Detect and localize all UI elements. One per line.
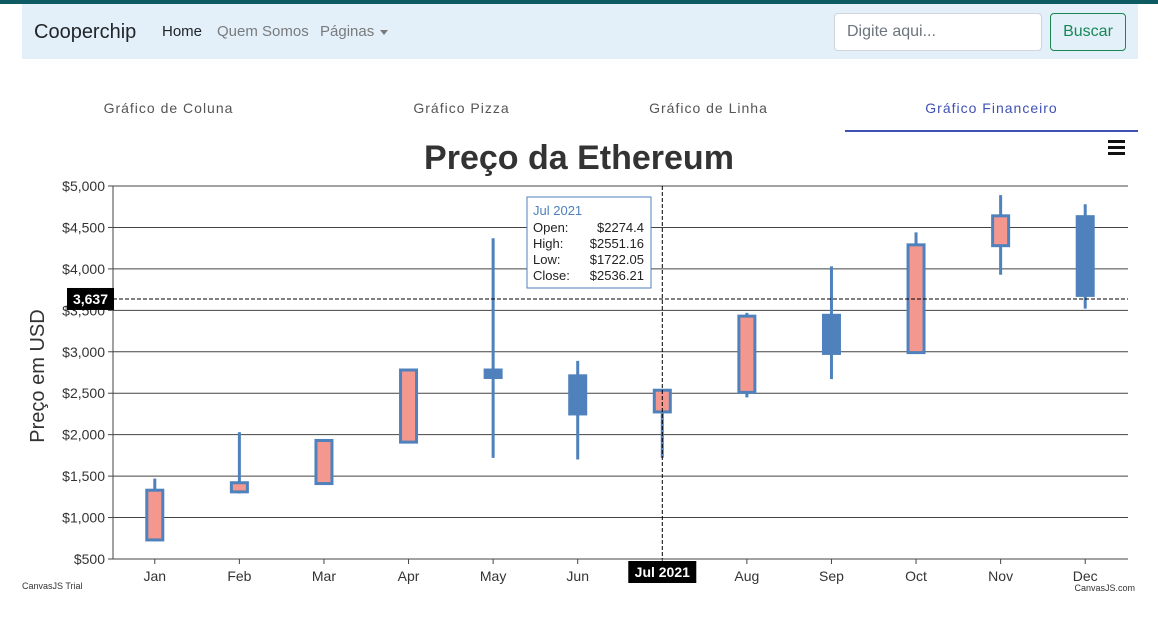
- crosshair-y-label-bg: [67, 287, 114, 310]
- financial-chart: Preço da Ethereum Preço em USD $500 $1,00…: [0, 133, 1158, 615]
- nav-link-quem-somos[interactable]: Quem Somos: [217, 23, 309, 40]
- crosshair-x-label: Jul 2021: [635, 564, 690, 580]
- tooltip-row-label: High:: [533, 236, 563, 251]
- tooltip-row-label: Low:: [533, 252, 560, 267]
- nav-link-paginas-dropdown[interactable]: Páginas: [320, 23, 389, 40]
- candle-body: [314, 438, 334, 486]
- x-tick-label: Sep: [819, 568, 844, 584]
- candle-body: [821, 313, 841, 355]
- credits-right[interactable]: CanvasJS.com: [1074, 583, 1135, 593]
- candle-dec: [1075, 204, 1095, 309]
- x-tick-label: Oct: [905, 568, 927, 584]
- tooltip-row-label: Close:: [533, 268, 570, 283]
- crosshair-x-label-bg: [628, 561, 697, 583]
- y-tick-label: $1,500: [62, 468, 105, 484]
- candle-body: [568, 374, 588, 416]
- y-tick-label: $500: [74, 551, 105, 567]
- navbar-brand[interactable]: Cooperchip: [34, 21, 137, 43]
- tab-grafico-coluna[interactable]: Gráfico de Coluna: [103, 100, 234, 116]
- tooltip-title: Jul 2021: [533, 203, 582, 218]
- y-tick-label: $2,500: [62, 385, 105, 401]
- candle-body: [906, 243, 926, 355]
- y-tick-label: $2,000: [62, 427, 105, 443]
- candle-body: [399, 368, 419, 444]
- hamburger-menu-icon[interactable]: [1108, 140, 1125, 155]
- y-tick-label: $5,000: [62, 178, 105, 194]
- candle-sep: [821, 266, 841, 380]
- x-tick-label: Feb: [227, 568, 251, 584]
- credits-left: CanvasJS Trial: [22, 581, 83, 591]
- candle-aug: [737, 312, 757, 398]
- x-tick-label: May: [480, 568, 506, 584]
- y-tick-label: $4,500: [62, 219, 105, 235]
- candle-body: [1075, 215, 1095, 297]
- top-accent-bar: [0, 0, 1158, 4]
- caret-down-icon: [380, 29, 389, 35]
- y-tick-label: $1,000: [62, 510, 105, 526]
- tooltip-box: [526, 196, 652, 289]
- candle-nov: [991, 195, 1011, 275]
- candle-body: [737, 314, 757, 394]
- search-input[interactable]: [834, 13, 1042, 51]
- tooltip-row-label: Open:: [533, 220, 568, 235]
- candle-oct: [906, 232, 926, 355]
- candle-feb: [229, 432, 249, 494]
- x-tick-label: Aug: [734, 568, 759, 584]
- x-tick-label: Nov: [988, 568, 1013, 584]
- tab-grafico-financeiro[interactable]: Gráfico Financeiro: [845, 86, 1138, 132]
- chart-title: Preço da Ethereum: [424, 139, 734, 177]
- search-button[interactable]: Buscar: [1050, 13, 1126, 51]
- tooltip-row-value: $2274.4: [597, 220, 644, 235]
- tab-grafico-linha[interactable]: Gráfico de Linha: [649, 100, 768, 116]
- x-tick-label: Jun: [566, 568, 589, 584]
- candle-apr: [399, 368, 419, 444]
- candle-body: [145, 488, 165, 542]
- tooltip-row-value: $2551.16: [590, 236, 644, 251]
- candle-may: [483, 238, 503, 458]
- nav-link-home[interactable]: Home: [162, 23, 203, 40]
- candle-body: [991, 214, 1011, 248]
- chart-tabs: Gráfico de Coluna Gráfico Pizza Gráfico …: [22, 86, 1138, 132]
- x-tick-label: Dec: [1073, 568, 1098, 584]
- x-tick-label: Apr: [398, 568, 420, 584]
- crosshair-y-label: 3,637: [73, 291, 108, 307]
- candle-jun: [568, 360, 588, 460]
- tooltip-row-value: $2536.21: [590, 268, 644, 283]
- y-axis-label: Preço em USD: [27, 309, 49, 442]
- candle-body: [483, 368, 503, 379]
- nav-link-paginas-label: Páginas: [320, 23, 375, 40]
- navbar: Cooperchip Home Quem Somos Páginas Busca…: [22, 4, 1138, 59]
- x-tick-label: Mar: [312, 568, 336, 584]
- tab-grafico-pizza[interactable]: Gráfico Pizza: [413, 100, 510, 116]
- tooltip-row-value: $1722.05: [590, 252, 644, 267]
- candle-body: [229, 481, 249, 494]
- candlestick-chart-svg: Preço da Ethereum Preço em USD $500 $1,00…: [22, 139, 1135, 593]
- candle-mar: [314, 438, 334, 486]
- y-tick-label: $3,000: [62, 344, 105, 360]
- candle-jan: [145, 478, 165, 542]
- y-tick-label: $4,000: [62, 261, 105, 277]
- x-tick-label: Jan: [144, 568, 167, 584]
